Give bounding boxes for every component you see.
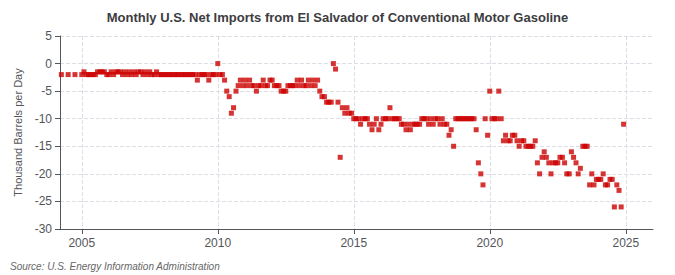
svg-text:-5: -5 (41, 84, 52, 98)
svg-text:Thousand Barrels per Day: Thousand Barrels per Day (12, 68, 24, 197)
svg-text:2025: 2025 (612, 236, 639, 250)
svg-text:-20: -20 (35, 167, 53, 181)
svg-text:2005: 2005 (68, 236, 95, 250)
svg-text:-10: -10 (35, 112, 53, 126)
svg-text:2015: 2015 (340, 236, 367, 250)
svg-text:2010: 2010 (204, 236, 231, 250)
svg-text:2020: 2020 (476, 236, 503, 250)
svg-text:-30: -30 (35, 222, 53, 236)
svg-text:Source: U.S. Energy Informatio: Source: U.S. Energy Information Administ… (10, 261, 220, 272)
svg-text:Monthly U.S. Net Imports from: Monthly U.S. Net Imports from El Salvado… (107, 10, 569, 25)
svg-text:0: 0 (45, 57, 52, 71)
svg-text:-15: -15 (35, 139, 53, 153)
svg-text:5: 5 (45, 29, 52, 43)
svg-text:-25: -25 (35, 194, 53, 208)
